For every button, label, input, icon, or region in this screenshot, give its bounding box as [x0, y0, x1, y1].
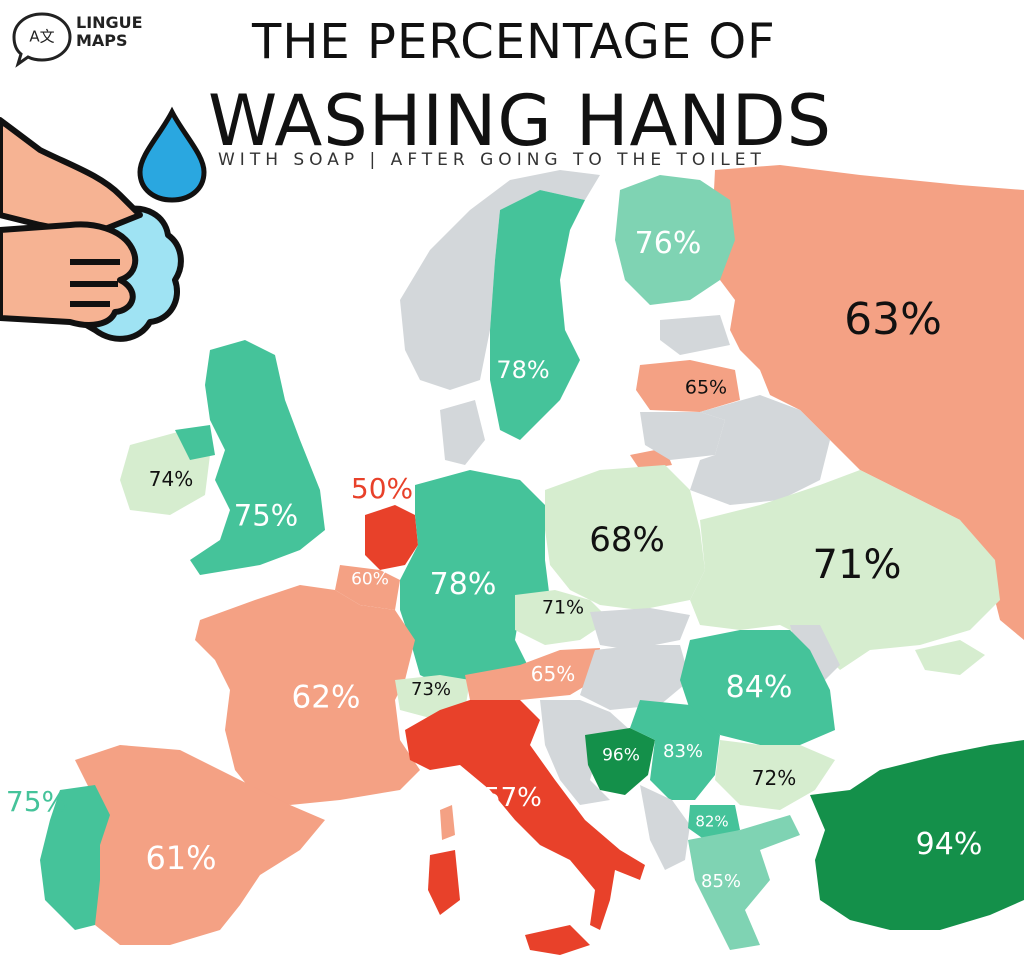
country-sardinia	[428, 850, 460, 915]
water-drop-icon	[137, 106, 207, 203]
logo-glyphs: A文	[29, 27, 55, 46]
label-portugal: 75%	[5, 785, 69, 818]
country-portugal	[40, 785, 110, 930]
label-poland: 68%	[589, 520, 665, 560]
country-france	[195, 585, 420, 805]
label-latvia: 65%	[684, 376, 728, 399]
title-line2: WASHING HANDS	[208, 80, 833, 162]
country-serbia	[630, 700, 720, 800]
country-czech	[515, 590, 610, 645]
label-bulgaria: 72%	[751, 766, 797, 790]
label-spain: 61%	[145, 839, 217, 877]
country-corsica	[440, 805, 455, 840]
title-line1: THE PERCENTAGE OF	[252, 14, 776, 70]
country-moldova	[790, 625, 840, 680]
country-sweden	[490, 190, 585, 440]
country-germany	[400, 470, 550, 685]
label-czech: 71%	[541, 596, 585, 619]
label-serbia: 83%	[662, 741, 704, 762]
label-italy: 57%	[484, 783, 542, 813]
country-turkey	[810, 740, 1024, 930]
label-north-macedonia: 82%	[695, 812, 729, 831]
country-finland	[615, 175, 735, 305]
label-netherlands: 50%	[350, 472, 414, 505]
washing-hands-icon	[0, 117, 184, 342]
label-bosnia: 96%	[602, 745, 640, 766]
label-romania: 84%	[725, 670, 793, 705]
country-romania	[680, 630, 835, 745]
country-austria	[465, 648, 600, 700]
label-switzerland: 73%	[410, 679, 452, 700]
label-greece: 85%	[700, 871, 742, 892]
label-united-kingdom: 75%	[233, 498, 299, 533]
country-croatia	[540, 700, 630, 805]
translate-icon	[12, 12, 72, 68]
country-netherlands	[365, 505, 418, 570]
label-germany: 78%	[429, 567, 497, 602]
country-slovakia	[590, 608, 690, 650]
country-northern-ireland	[175, 425, 215, 460]
country-albania	[640, 785, 690, 870]
country-norway	[400, 170, 600, 390]
label-russia: 63%	[844, 294, 942, 345]
country-lithuania	[640, 412, 725, 460]
logo-line1: LINGUE	[76, 13, 143, 32]
logo-text: LINGUE MAPS	[76, 14, 143, 50]
label-finland: 76%	[634, 226, 702, 261]
logo-line2: MAPS	[76, 31, 128, 50]
label-turkey: 94%	[915, 827, 983, 862]
country-hungary	[580, 645, 690, 710]
country-north-macedonia	[688, 805, 740, 840]
label-ukraine: 71%	[812, 542, 902, 588]
country-crimea	[915, 640, 985, 675]
label-ireland: 74%	[148, 467, 194, 491]
label-sweden: 78%	[496, 356, 550, 384]
country-estonia	[660, 315, 730, 355]
country-greece	[688, 815, 800, 950]
country-sicily	[525, 925, 590, 955]
label-belgium: 60%	[351, 569, 389, 590]
subtitle: WITH SOAP | AFTER GOING TO THE TOILET	[218, 150, 766, 170]
country-belgium	[335, 565, 400, 610]
country-bulgaria	[715, 740, 835, 810]
country-spain	[75, 745, 325, 945]
country-bosnia	[585, 728, 655, 795]
country-belarus	[690, 395, 830, 505]
country-ukraine	[690, 470, 1000, 670]
country-russia	[712, 165, 1024, 640]
label-austria: 65%	[530, 662, 576, 686]
country-united-kingdom	[190, 340, 325, 575]
label-france: 62%	[291, 679, 361, 716]
country-denmark	[440, 400, 485, 465]
country-latvia	[636, 360, 740, 412]
country-poland	[545, 465, 705, 610]
country-italy	[405, 700, 645, 930]
